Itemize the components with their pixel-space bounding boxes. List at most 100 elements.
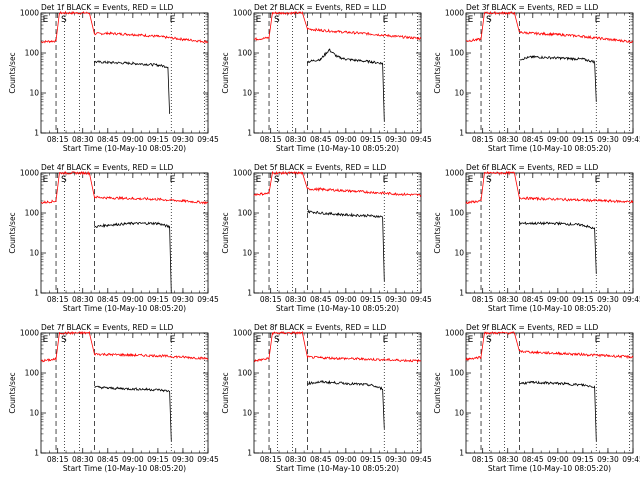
event-marker: E xyxy=(383,175,389,185)
panel-5: Det 5f BLACK = Events, RED = LLD 1 10 100 10… xyxy=(221,163,432,313)
y-tick-label: 100 xyxy=(25,209,40,218)
x-tick-label: 08:15 xyxy=(472,455,494,464)
x-tick-label: 08:45 xyxy=(97,135,119,144)
y-axis-label: Counts/sec xyxy=(433,372,442,413)
y-tick-label: 100 xyxy=(450,49,465,58)
lld-series-line xyxy=(465,11,634,44)
event-marker: S xyxy=(274,335,280,345)
x-tick-label: 09:00 xyxy=(547,455,569,464)
y-tick-label: 1 xyxy=(459,449,464,458)
x-tick-label: 09:30 xyxy=(172,295,194,304)
x-axis-label: Start Time (10-May-10 08:05:20) xyxy=(276,304,399,313)
event-marker: E xyxy=(468,335,474,345)
panel-9: Det 9f BLACK = Events, RED = LLD 1 10 100 10… xyxy=(433,323,640,473)
events-series-line xyxy=(307,379,385,429)
plot-frame xyxy=(465,12,634,134)
x-tick-label: 08:15 xyxy=(472,295,494,304)
x-tick-label: 08:45 xyxy=(310,135,332,144)
x-axis-label: Start Time (10-May-10 08:05:20) xyxy=(488,144,611,153)
x-tick-label: 09:45 xyxy=(622,295,640,304)
event-marker: E xyxy=(43,15,49,25)
x-tick-label: 09:45 xyxy=(197,295,219,304)
event-marker: E xyxy=(170,175,176,185)
y-axis-label: Counts/sec xyxy=(8,52,17,93)
panel-title: Det 5f BLACK = Events, RED = LLD xyxy=(254,163,387,172)
y-tick-label: 1000 xyxy=(233,329,252,338)
y-axis-label: Counts/sec xyxy=(221,372,230,413)
panel-3: Det 3f BLACK = Events, RED = LLD 1 10 100 10… xyxy=(433,3,640,153)
x-tick-label: 08:30 xyxy=(285,455,307,464)
x-tick-label: 08:30 xyxy=(285,135,307,144)
y-axis-label: Counts/sec xyxy=(221,212,230,253)
event-marker: E xyxy=(383,335,389,345)
x-tick-label: 08:45 xyxy=(522,135,544,144)
lld-series-line xyxy=(253,170,422,197)
x-tick-label: 08:30 xyxy=(497,295,519,304)
y-tick-label: 100 xyxy=(25,369,40,378)
x-tick-label: 09:30 xyxy=(597,295,619,304)
y-tick-label: 100 xyxy=(238,209,253,218)
event-marker: E xyxy=(383,15,389,25)
lld-series-line xyxy=(465,170,634,205)
panel-1: Det 1f BLACK = Events, RED = LLD 1 10 100 10… xyxy=(8,3,219,153)
x-tick-label: 08:15 xyxy=(260,295,282,304)
panel-4: Det 4f BLACK = Events, RED = LLD 1 10 100 10… xyxy=(8,163,219,313)
plot-frame xyxy=(465,332,634,454)
x-tick-label: 09:00 xyxy=(122,295,144,304)
event-marker: E xyxy=(595,335,601,345)
plot-frame xyxy=(465,172,634,294)
x-tick-label: 08:45 xyxy=(310,455,332,464)
x-tick-label: 09:30 xyxy=(172,455,194,464)
events-series-line xyxy=(307,209,385,282)
y-tick-label: 1 xyxy=(34,289,39,298)
event-marker: E xyxy=(170,335,176,345)
x-tick-label: 09:30 xyxy=(385,295,407,304)
x-tick-label: 09:30 xyxy=(385,135,407,144)
event-marker: S xyxy=(486,15,492,25)
x-axis-label: Start Time (10-May-10 08:05:20) xyxy=(276,144,399,153)
y-tick-label: 10 xyxy=(29,249,39,258)
y-tick-label: 1000 xyxy=(20,9,39,18)
x-tick-label: 09:45 xyxy=(622,135,640,144)
x-axis-label: Start Time (10-May-10 08:05:20) xyxy=(276,464,399,473)
y-tick-label: 100 xyxy=(238,369,253,378)
y-tick-label: 1 xyxy=(459,129,464,138)
y-tick-label: 1000 xyxy=(20,169,39,178)
x-tick-label: 08:15 xyxy=(47,455,69,464)
x-tick-label: 09:45 xyxy=(197,135,219,144)
x-tick-label: 09:15 xyxy=(147,135,169,144)
events-series-line xyxy=(519,221,597,274)
event-marker: E xyxy=(256,175,262,185)
event-marker: S xyxy=(61,15,67,25)
event-marker: E xyxy=(43,175,49,185)
y-tick-label: 10 xyxy=(242,409,252,418)
y-axis-label: Counts/sec xyxy=(433,52,442,93)
x-axis-label: Start Time (10-May-10 08:05:20) xyxy=(488,464,611,473)
x-tick-label: 09:00 xyxy=(335,135,357,144)
y-tick-label: 1000 xyxy=(445,329,464,338)
y-tick-label: 10 xyxy=(242,89,252,98)
x-tick-label: 08:30 xyxy=(72,295,94,304)
events-series-line xyxy=(519,380,597,442)
lld-series-line xyxy=(253,10,422,41)
x-tick-label: 09:00 xyxy=(547,295,569,304)
x-tick-label: 09:00 xyxy=(122,455,144,464)
x-axis-label: Start Time (10-May-10 08:05:20) xyxy=(63,304,186,313)
events-series-line xyxy=(94,60,170,114)
x-tick-label: 09:00 xyxy=(335,455,357,464)
events-series-line xyxy=(94,385,172,442)
x-tick-label: 09:15 xyxy=(572,295,594,304)
x-tick-label: 08:30 xyxy=(285,295,307,304)
event-marker: E xyxy=(468,175,474,185)
x-tick-label: 09:15 xyxy=(572,455,594,464)
panel-6: Det 6f BLACK = Events, RED = LLD 1 10 100 10… xyxy=(433,163,640,313)
y-tick-label: 100 xyxy=(450,209,465,218)
y-tick-label: 1 xyxy=(247,289,252,298)
x-axis-label: Start Time (10-May-10 08:05:20) xyxy=(488,304,611,313)
event-marker: E xyxy=(256,335,262,345)
y-tick-label: 1000 xyxy=(20,329,39,338)
plot-frame xyxy=(40,172,209,294)
y-tick-label: 1000 xyxy=(445,169,464,178)
x-tick-label: 08:45 xyxy=(97,455,119,464)
lld-series-line xyxy=(40,10,209,44)
